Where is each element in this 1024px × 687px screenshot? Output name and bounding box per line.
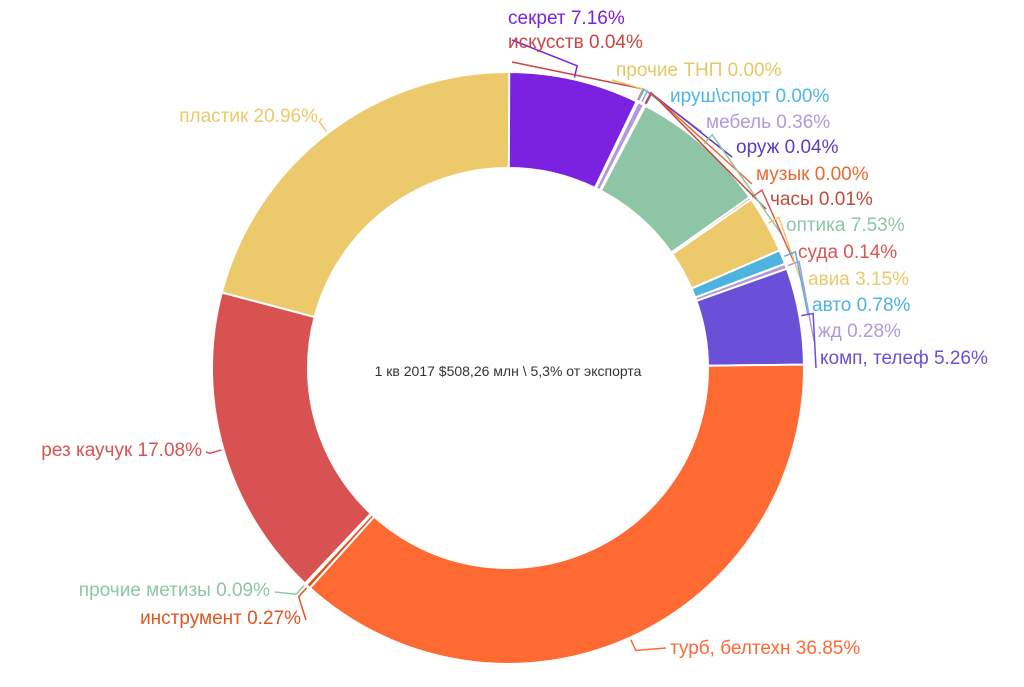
leader-line-15	[630, 639, 667, 652]
leader-line-12	[784, 250, 809, 316]
leader-line-11	[768, 216, 805, 290]
slice-label-4: ируш\спорт 0.00%	[670, 86, 829, 107]
slice-label-6: оруж 0.04%	[736, 137, 839, 158]
slice-label-12: авто 0.78%	[812, 295, 911, 316]
leader-line-14	[801, 312, 817, 369]
slice-18	[211, 291, 373, 585]
leader-line-1	[511, 39, 579, 78]
leader-line-8	[645, 92, 767, 210]
donut-slices	[211, 70, 805, 665]
leader-line-16	[297, 587, 308, 621]
slice-label-1: секрет 7.16%	[508, 8, 625, 29]
leader-line-17	[274, 584, 305, 596]
slice-label-3: прочие ТНП 0.00%	[616, 60, 782, 81]
leader-line-18	[205, 449, 222, 455]
slice-label-7: музык 0.00%	[756, 164, 869, 185]
slice-15	[308, 363, 805, 665]
slice-label-10: суда 0.14%	[798, 242, 897, 263]
slice-label-13: жд 0.28%	[818, 321, 901, 342]
slice-label-14: комп, телеф 5.26%	[820, 348, 988, 369]
slice-label-17: прочие метизы 0.09%	[79, 580, 270, 601]
slice-19	[220, 71, 511, 319]
slice-label-5: мебель 0.36%	[706, 112, 830, 133]
slice-label-18: рез каучук 17.08%	[41, 440, 202, 461]
slice-label-2: искусств 0.04%	[508, 32, 643, 53]
slice-label-16: инструмент 0.27%	[140, 608, 301, 629]
leader-line-10	[751, 189, 795, 263]
leader-line-19	[318, 117, 328, 133]
slice-label-11: авиа 3.15%	[808, 269, 909, 290]
leader-lines	[205, 39, 817, 652]
slice-label-15: турб, белтехн 36.85%	[670, 638, 860, 659]
center-label: 1 кв 2017 $508,26 млн \ 5,3% от экспорта	[375, 363, 642, 379]
leader-line-9	[703, 133, 783, 236]
slice-label-9: оптика 7.53%	[786, 215, 905, 236]
slice-label-8: часы 0.01%	[770, 189, 873, 210]
slice-labels: секрет 7.16% искусств 0.04% прочие ТНП 0.0…	[41, 8, 988, 659]
slice-label-19: пластик 20.96%	[179, 106, 318, 127]
